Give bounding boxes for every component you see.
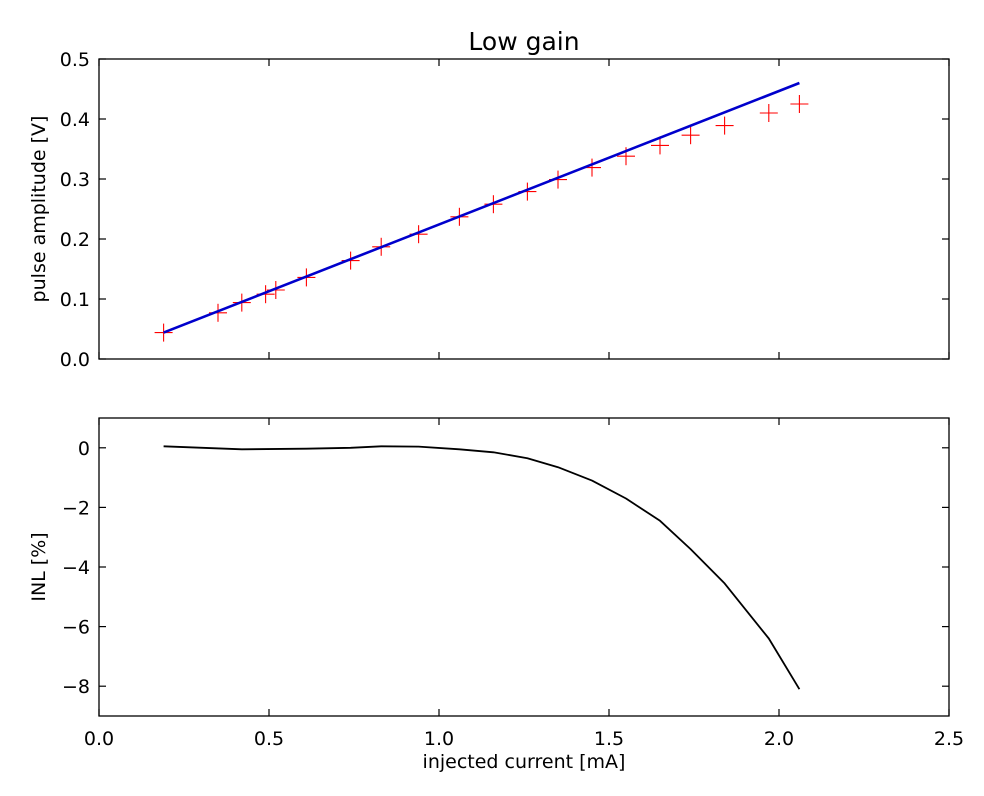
top-ytick-label: 0.1 [60, 289, 90, 311]
bottom-ytick-label: −8 [62, 676, 90, 698]
top-panel-frame [98, 58, 950, 360]
top-panel-axes: 0.0 0.1 0.2 0.3 0.4 0.5 [60, 49, 950, 371]
data-point-plus [790, 95, 809, 113]
top-ytick-label: 0.5 [60, 49, 90, 71]
top-panel: 0.0 0.1 0.2 0.3 0.4 0.5 pulse amplitude [V] [28, 49, 950, 371]
bottom-xtick-label: 2.5 [934, 728, 964, 750]
data-point-plus [651, 136, 669, 155]
top-panel-data [154, 81, 809, 342]
bottom-xtick-label: 2.0 [764, 728, 794, 750]
bottom-panel-data [163, 445, 801, 690]
bottom-panel-frame [98, 417, 950, 717]
top-ytick-label: 0.3 [60, 169, 90, 191]
data-point-plus [715, 116, 734, 135]
data-point-plus [759, 104, 778, 122]
top-markers [154, 95, 809, 342]
inl-line [163, 445, 801, 690]
bottom-ytick-label: −4 [62, 557, 90, 579]
bottom-panel: 0.0 0.5 1.0 1.5 2.0 2.5 0 −2 −4 −6 −8 INL [%] inje… [28, 417, 964, 773]
top-ytick-label: 0.0 [60, 349, 90, 371]
bottom-xtick-label: 1.5 [594, 728, 624, 750]
bottom-xtick-label: 0.5 [254, 728, 284, 750]
bottom-ytick-label: −2 [62, 497, 90, 519]
bottom-ytick-label: −6 [62, 617, 90, 639]
bottom-panel-axes: 0.0 0.5 1.0 1.5 2.0 2.5 0 −2 −4 −6 −8 [62, 418, 964, 750]
bottom-panel-ylabel: INL [%] [28, 532, 50, 601]
top-ytick-label: 0.2 [60, 229, 90, 251]
bottom-panel-xlabel: injected current [mA] [423, 751, 626, 773]
bottom-xtick-label: 0.0 [84, 728, 114, 750]
fit-line [163, 81, 800, 334]
bottom-xtick-label: 1.0 [424, 728, 454, 750]
data-point-plus [681, 126, 700, 145]
top-panel-ylabel: pulse amplitude [V] [28, 116, 50, 303]
chart-title: Low gain [468, 27, 579, 56]
top-ytick-label: 0.4 [60, 109, 90, 131]
bottom-ytick-label: 0 [78, 438, 90, 460]
